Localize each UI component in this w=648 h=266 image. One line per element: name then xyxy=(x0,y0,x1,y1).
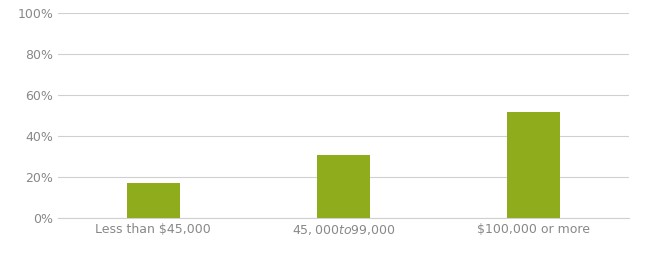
Bar xyxy=(127,183,180,218)
Bar xyxy=(317,155,370,218)
Bar xyxy=(507,112,560,218)
